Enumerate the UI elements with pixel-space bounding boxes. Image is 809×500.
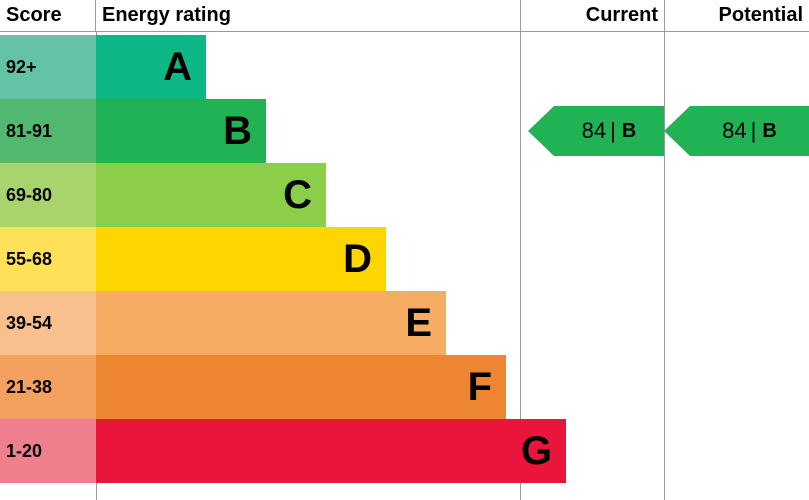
header-row: Score Energy rating Current Potential bbox=[0, 0, 809, 32]
rating-bar-c: C bbox=[96, 163, 326, 227]
score-cell-e: 39-54 bbox=[0, 291, 96, 355]
potential-pointer-body: 84 | B bbox=[690, 106, 809, 156]
score-cell-d: 55-68 bbox=[0, 227, 96, 291]
epc-chart: Score Energy rating Current Potential 92… bbox=[0, 0, 809, 500]
current-pointer-body: 84 | B bbox=[554, 106, 664, 156]
chart-body: 92+ A 81-91 B 69-80 C 55-68 D 39-54 E 21… bbox=[0, 32, 809, 500]
header-current: Current bbox=[520, 0, 664, 31]
current-pointer-arrow-icon bbox=[528, 106, 554, 156]
gridline-current-potential bbox=[664, 32, 665, 500]
score-cell-b: 81-91 bbox=[0, 99, 96, 163]
score-cell-g: 1-20 bbox=[0, 419, 96, 483]
rating-bar-e: E bbox=[96, 291, 446, 355]
rating-bar-g: G bbox=[96, 419, 566, 483]
score-cell-f: 21-38 bbox=[0, 355, 96, 419]
current-pointer-letter: B bbox=[622, 120, 636, 143]
potential-pointer: 84 | B bbox=[664, 106, 809, 156]
potential-pointer-score: 84 bbox=[722, 118, 746, 144]
potential-pointer-sep: | bbox=[751, 118, 757, 144]
rating-bar-a: A bbox=[96, 35, 206, 99]
current-pointer: 84 | B bbox=[528, 106, 664, 156]
score-cell-c: 69-80 bbox=[0, 163, 96, 227]
potential-pointer-arrow-icon bbox=[664, 106, 690, 156]
rating-bar-d: D bbox=[96, 227, 386, 291]
header-rating: Energy rating bbox=[96, 0, 520, 31]
header-score: Score bbox=[0, 0, 96, 31]
current-pointer-sep: | bbox=[610, 118, 616, 144]
potential-pointer-letter: B bbox=[762, 120, 776, 143]
rating-bar-b: B bbox=[96, 99, 266, 163]
rating-bar-f: F bbox=[96, 355, 506, 419]
score-cell-a: 92+ bbox=[0, 35, 96, 99]
current-pointer-score: 84 bbox=[582, 118, 606, 144]
header-potential: Potential bbox=[664, 0, 809, 31]
